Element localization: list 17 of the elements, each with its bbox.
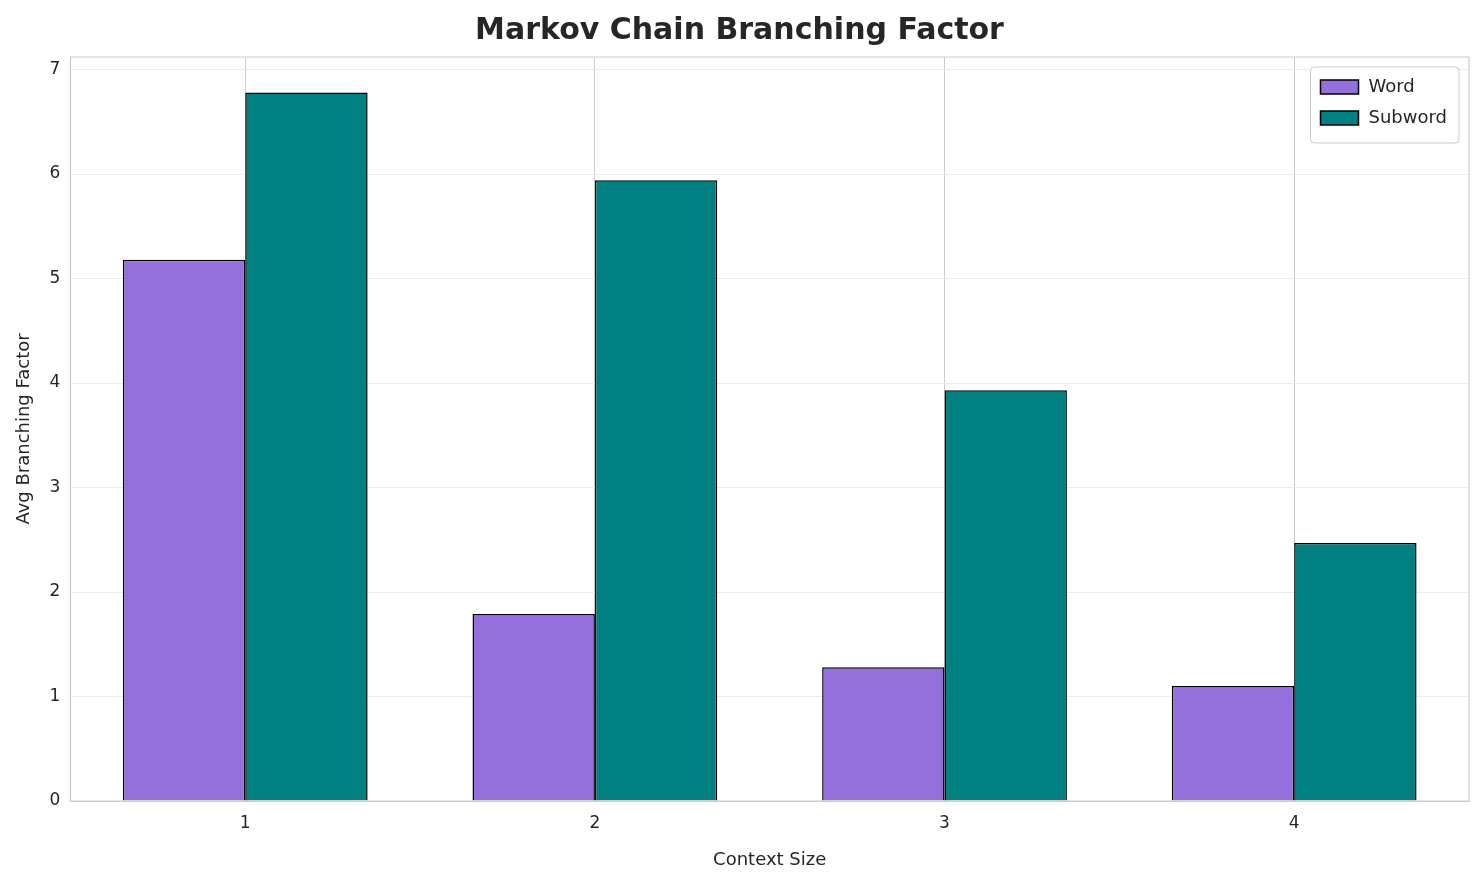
y-tick-label: 4 bbox=[49, 371, 61, 392]
y-tick-label: 5 bbox=[49, 266, 61, 287]
x-tick-label: 3 bbox=[939, 811, 950, 832]
x-tick-label: 1 bbox=[239, 811, 251, 832]
x-tick-label: 2 bbox=[589, 811, 601, 832]
chart-title: Markov Chain Branching Factor bbox=[475, 10, 1005, 46]
y-tick-label: 3 bbox=[49, 475, 61, 496]
y-tick-label: 0 bbox=[49, 789, 61, 810]
y-tick-label: 7 bbox=[49, 57, 61, 78]
x-axis-title: Context Size bbox=[713, 847, 827, 869]
x-tick-label: 4 bbox=[1288, 811, 1300, 832]
y-tick-label: 6 bbox=[49, 162, 61, 183]
y-tick-label: 2 bbox=[49, 580, 61, 601]
y-tick-label: 1 bbox=[49, 684, 61, 705]
legend-label: Subword bbox=[1368, 105, 1448, 127]
y-axis-title: Avg Branching Factor bbox=[12, 332, 34, 525]
legend-label: Word bbox=[1368, 74, 1415, 96]
